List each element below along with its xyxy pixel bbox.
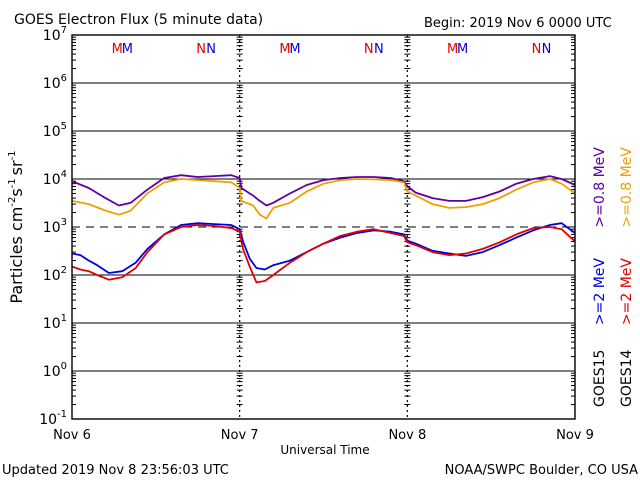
y-tick-label: 102 xyxy=(43,265,67,284)
x-axis-label: Universal Time xyxy=(280,443,369,457)
series-line-1 xyxy=(71,174,576,207)
plot-frame xyxy=(71,34,576,420)
x-tick-label: Nov 8 xyxy=(388,428,426,443)
marker-label: N xyxy=(206,42,216,57)
x-tick-label: Nov 6 xyxy=(53,428,91,443)
magnetopause-markers: MM N N MM N N MM N N xyxy=(112,42,552,57)
y-tick-labels: 107 106 105 104 103 102 101 100 10-1 xyxy=(39,25,67,428)
legend-goes15-08mev: >=0.8 MeV xyxy=(592,147,608,228)
legend-goes14-label: GOES14 xyxy=(619,349,635,407)
marker-label: N xyxy=(532,42,542,57)
grid-lines xyxy=(72,35,575,419)
legend-goes15-2mev: >=2 MeV xyxy=(592,258,608,326)
x-tick-labels: Nov 6 Nov 7 Nov 8 Nov 9 xyxy=(53,428,594,443)
begin-date: Begin: 2019 Nov 6 0000 UTC xyxy=(424,16,612,31)
credit-text: NOAA/SWPC Boulder, CO USA xyxy=(445,463,638,478)
y-tick-label: 105 xyxy=(43,121,67,140)
marker-label: M xyxy=(122,42,133,57)
legend-goes14: GOES14 >=2 MeV >=0.8 MeV xyxy=(619,147,635,407)
y-tick-label: 100 xyxy=(43,361,67,380)
y-tick-label: 104 xyxy=(43,169,67,188)
marker-label: M xyxy=(447,42,458,57)
y-tick-label: 107 xyxy=(43,25,67,44)
y-axis-label: Particles cm-2s-1sr-1 xyxy=(7,150,26,303)
marker-label: N xyxy=(542,42,552,57)
marker-label: N xyxy=(364,42,374,57)
series-line-4 xyxy=(71,224,576,284)
series-lines xyxy=(71,174,576,284)
y-tick-label: 101 xyxy=(43,313,67,332)
y-axis-label-main: Particles cm xyxy=(7,207,26,304)
marker-label: N xyxy=(374,42,384,57)
y-tick-label: 10-1 xyxy=(39,409,67,428)
marker-label: M xyxy=(289,42,300,57)
legend-goes14-2mev: >=2 MeV xyxy=(619,258,635,326)
marker-label: M xyxy=(279,42,290,57)
x-tick-label: Nov 9 xyxy=(556,428,594,443)
x-tick-label: Nov 7 xyxy=(221,428,259,443)
legend-goes15-label: GOES15 xyxy=(592,350,608,407)
marker-label: N xyxy=(196,42,206,57)
y-tick-label: 103 xyxy=(43,217,67,236)
updated-timestamp: Updated 2019 Nov 8 23:56:03 UTC xyxy=(2,463,229,478)
marker-label: M xyxy=(112,42,123,57)
marker-label: M xyxy=(457,42,468,57)
y-tick-label: 106 xyxy=(43,73,67,92)
series-line-2 xyxy=(71,178,576,220)
legend-goes14-08mev: >=0.8 MeV xyxy=(619,147,635,228)
legend-goes15: GOES15 >=2 MeV >=0.8 MeV xyxy=(592,147,608,407)
series-line-3 xyxy=(71,222,576,274)
chart-title: GOES Electron Flux (5 minute data) xyxy=(14,12,263,28)
